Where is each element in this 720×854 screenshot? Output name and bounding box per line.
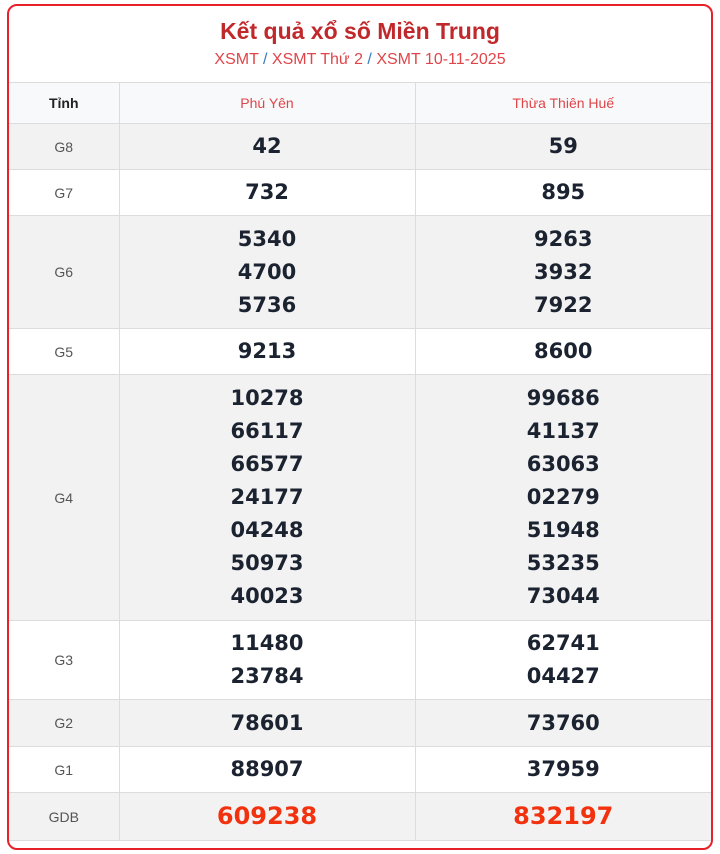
prize-cell: 62741 04427 [414, 620, 711, 700]
prize-number: 04427 [526, 664, 600, 688]
prize-number: 40023 [230, 584, 304, 608]
prize-label: G8 [9, 123, 120, 170]
prize-cell: 37959 [414, 746, 711, 793]
results-table: Tỉnh Phú Yên Thừa Thiên Huế G8 42 59 G7 732 8… [9, 82, 711, 841]
prize-label: G7 [9, 169, 120, 216]
results-card: Kết quả xổ số Miền Trung XSMT / XSMT Thứ… [7, 4, 713, 850]
prize-label: G5 [9, 328, 120, 375]
prize-number: 9263 [534, 226, 593, 251]
prize-cell: 88907 [118, 746, 416, 793]
prize-number: 41137 [526, 419, 600, 443]
prize-number: 59 [548, 134, 578, 158]
prize-cell: 9263 3932 7922 [414, 215, 711, 329]
prize-number: 63063 [526, 452, 600, 476]
table-row: G8 42 59 [9, 123, 711, 170]
prize-cell: 895 [414, 169, 711, 216]
prize-number: 5736 [237, 292, 297, 317]
prize-cell: 99686 41137 63063 02279 51948 53235 73044 [414, 374, 711, 621]
table-row: G4 10278 66117 66577 24177 04248 50973 40023 996… [9, 374, 711, 621]
prize-number: 78601 [230, 710, 304, 735]
prize-cell: 78601 [118, 699, 416, 747]
table-row: GDB 609238 832197 [9, 792, 711, 841]
prize-cell: 5340 4700 5736 [118, 215, 416, 329]
results-header: Kết quả xổ số Miền Trung XSMT / XSMT Thứ… [9, 6, 711, 82]
column-header-province: Tỉnh [9, 82, 120, 124]
prize-number: 50973 [230, 551, 304, 575]
prize-label: G6 [9, 215, 120, 329]
prize-number: 24177 [230, 485, 304, 509]
prize-number: 04248 [230, 518, 304, 542]
prize-number: 8600 [534, 339, 593, 363]
prize-cell: 8600 [414, 328, 711, 375]
table-header-row: Tỉnh Phú Yên Thừa Thiên Huế [9, 82, 711, 124]
prize-number: 3932 [534, 259, 593, 284]
prize-number: 73760 [526, 710, 600, 735]
prize-number: 88907 [230, 757, 304, 781]
prize-cell: 9213 [118, 328, 416, 375]
prize-cell: 609238 [118, 792, 416, 841]
prize-cell: 42 [118, 123, 416, 170]
prize-number: 10278 [230, 386, 304, 410]
table-row: G1 88907 37959 [9, 746, 711, 793]
prize-number: 37959 [526, 757, 600, 781]
table-row: G7 732 895 [9, 169, 711, 216]
prize-cell: 832197 [414, 792, 711, 841]
prize-number: 5340 [237, 226, 297, 251]
prize-number: 732 [245, 180, 289, 204]
prize-number: 11480 [230, 631, 304, 655]
prize-cell: 10278 66117 66577 24177 04248 50973 40023 [118, 374, 416, 621]
table-row: G2 78601 73760 [9, 699, 711, 747]
prize-label: G4 [9, 374, 120, 621]
prize-label: G2 [9, 699, 120, 747]
breadcrumb: XSMT / XSMT Thứ 2 / XSMT 10-11-2025 [9, 51, 711, 69]
prize-number: 53235 [526, 551, 600, 575]
prize-number: 7922 [534, 292, 593, 317]
prize-cell: 11480 23784 [118, 620, 416, 700]
prize-label: G1 [9, 746, 120, 793]
table-row: G6 5340 4700 5736 9263 3932 7922 [9, 215, 711, 329]
table-row: G5 9213 8600 [9, 328, 711, 375]
prize-number: 42 [252, 134, 282, 158]
prize-number: 73044 [526, 584, 600, 608]
prize-label: GDB [9, 792, 120, 841]
prize-number: 02279 [526, 485, 600, 509]
prize-number: 4700 [237, 259, 297, 284]
prize-number: 66577 [230, 452, 304, 476]
breadcrumb-link-date[interactable]: XSMT 10-11-2025 [376, 51, 506, 68]
prize-number: 23784 [230, 664, 304, 688]
breadcrumb-link-xsmt[interactable]: XSMT [214, 51, 259, 68]
special-prize-number: 609238 [216, 802, 318, 830]
prize-number: 895 [541, 180, 586, 204]
column-header-thua-thien-hue[interactable]: Thừa Thiên Huế [414, 82, 711, 124]
prize-cell: 73760 [414, 699, 711, 747]
prize-number: 9213 [237, 339, 297, 363]
page-title: Kết quả xổ số Miền Trung [220, 18, 500, 44]
breadcrumb-separator: / [263, 51, 268, 68]
table-row: G3 11480 23784 62741 04427 [9, 620, 711, 700]
breadcrumb-link-xsmt-thu-2[interactable]: XSMT Thứ 2 [271, 51, 363, 68]
special-prize-number: 832197 [513, 802, 614, 830]
prize-number: 51948 [526, 518, 600, 542]
prize-label: G3 [9, 620, 120, 700]
breadcrumb-separator: / [367, 51, 372, 68]
prize-number: 66117 [230, 419, 304, 443]
column-header-phu-yen[interactable]: Phú Yên [118, 82, 416, 124]
prize-number: 99686 [526, 386, 600, 410]
prize-cell: 59 [414, 123, 711, 170]
prize-number: 62741 [526, 631, 600, 655]
prize-cell: 732 [118, 169, 416, 216]
